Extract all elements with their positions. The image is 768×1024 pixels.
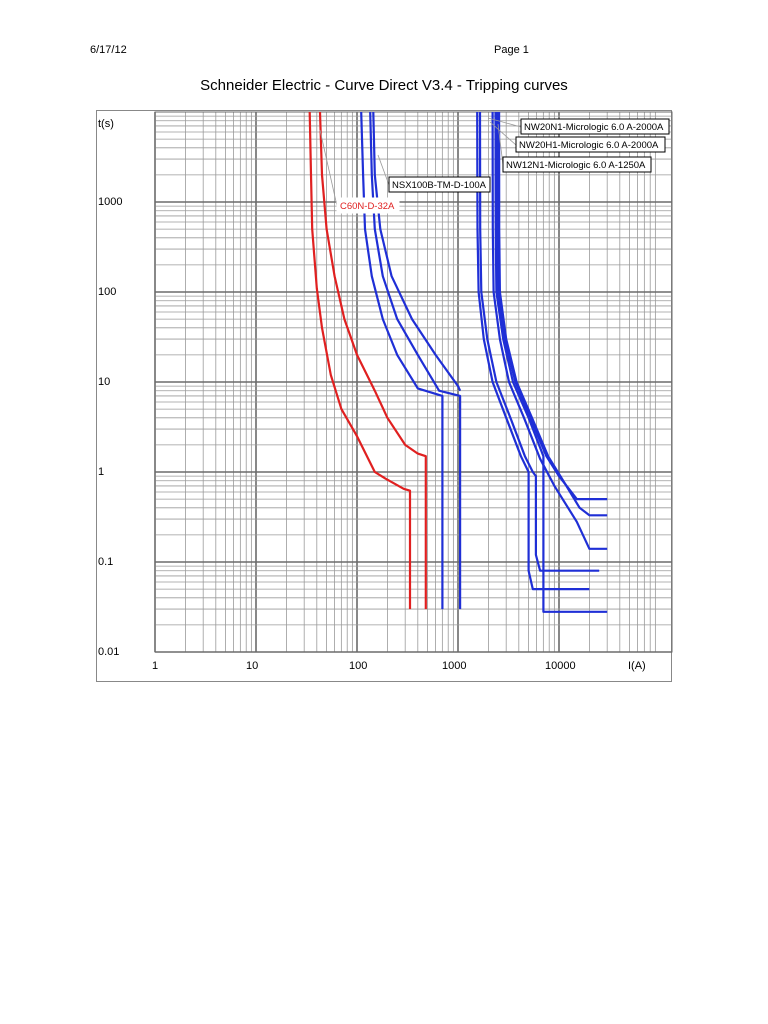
curve-label-box bbox=[520, 118, 670, 135]
y-tick-label-10: 10 bbox=[98, 376, 111, 388]
chart-title: Schneider Electric - Curve Direct V3.4 -… bbox=[200, 77, 568, 94]
curve-label: NW20H1-Micrologic 6.0 A-2000A bbox=[519, 140, 659, 151]
x-tick-label-1000: 1000 bbox=[442, 660, 467, 672]
curve-label-box bbox=[336, 197, 400, 214]
curve-nw12n1-micrologic-6-0-a-1250a-1 bbox=[478, 112, 600, 572]
curve-c60n-d-32a-1 bbox=[318, 112, 427, 610]
curve-nw20h1-micrologic-6-0-a-2000a-1 bbox=[498, 112, 608, 517]
x-tick-label-1: 1 bbox=[152, 660, 159, 672]
y-axis-label: t(s) bbox=[98, 118, 114, 130]
y-tick-label-1: 1 bbox=[98, 466, 105, 478]
page-number: Page 1 bbox=[494, 44, 529, 56]
curve-nw20n1-micrologic-6-0-a-2000a-1 bbox=[494, 112, 608, 613]
x-axis-label: I(A) bbox=[628, 660, 646, 672]
curve-label-box bbox=[388, 176, 491, 193]
leader-line bbox=[497, 123, 504, 166]
curve-labels: NW20N1-Micrologic 6.0 A-2000A NW20H1-Micr… bbox=[336, 118, 670, 214]
leader-line bbox=[487, 117, 522, 128]
curve-label: NSX100B-TM-D-100A bbox=[392, 180, 487, 191]
y-tick-label-0-01: 0.01 bbox=[98, 646, 120, 658]
curve-label: NW20N1-Micrologic 6.0 A-2000A bbox=[524, 122, 664, 133]
x-tick-label-10000: 10000 bbox=[545, 660, 576, 672]
curve-c60n-d-32a-0 bbox=[308, 112, 412, 610]
curve-label-box bbox=[502, 156, 652, 173]
curve-nsx100b-tm-d-100a-0 bbox=[360, 112, 444, 610]
curve-lines bbox=[308, 112, 608, 613]
curve-nw20n1-micrologic-6-0-a-2000a-0 bbox=[491, 112, 608, 550]
x-tick-label-10: 10 bbox=[246, 660, 259, 672]
leader-line bbox=[377, 154, 390, 186]
curve-nsx100b-tm-d-100a-1 bbox=[369, 112, 462, 610]
x-tick-label-100: 100 bbox=[349, 660, 368, 672]
curve-nsx100b-tm-d-100a-2 bbox=[372, 112, 462, 392]
print-date: 6/17/12 bbox=[90, 44, 127, 56]
leader-line bbox=[489, 121, 517, 146]
curve-nw20h1-micrologic-6-0-a-2000a-0 bbox=[496, 112, 608, 501]
leader-line bbox=[319, 129, 338, 207]
curve-label: C60N-D-32A bbox=[340, 201, 395, 212]
curve-label-box bbox=[515, 136, 666, 153]
y-tick-label-100: 100 bbox=[98, 286, 117, 298]
curve-nw12n1-micrologic-6-0-a-1250a-0 bbox=[476, 112, 590, 591]
label-leader-lines bbox=[319, 117, 522, 207]
y-tick-label-1000: 1000 bbox=[98, 196, 123, 208]
curve-label: NW12N1-Micrologic 6.0 A-1250A bbox=[506, 160, 646, 171]
y-tick-label-0-1: 0.1 bbox=[98, 556, 114, 568]
plot-border bbox=[154, 111, 673, 653]
